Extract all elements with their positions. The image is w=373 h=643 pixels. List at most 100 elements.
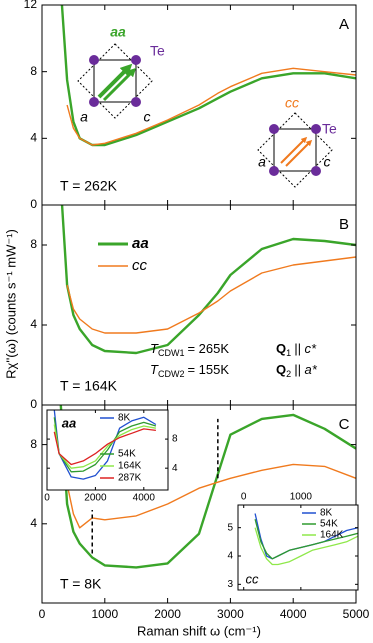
polarization-arrow <box>285 139 313 167</box>
te-atom <box>311 124 321 134</box>
subscript: 1 <box>286 348 291 358</box>
series-line <box>59 405 356 569</box>
cdw-wavevector: Q2 || a* <box>276 362 318 379</box>
subscript: CDW2 <box>158 369 185 379</box>
y-tick-label: 0 <box>30 197 37 211</box>
y-axis-label: Rχ''(ω) (counts s⁻¹ mW⁻¹) <box>3 229 18 379</box>
series-line <box>53 428 156 466</box>
x-tick-label: 5000 <box>343 607 370 621</box>
legend-label: 164K <box>320 530 344 541</box>
legend-label: 8K <box>118 413 131 424</box>
plot-frame <box>237 504 359 591</box>
value: || c* <box>294 341 317 356</box>
symbol: Q <box>276 341 286 356</box>
value: = 265K <box>187 341 229 356</box>
y-tick-label: 8 <box>30 437 37 451</box>
atom-label: Te <box>150 43 165 59</box>
y-tick-label: 8 <box>30 237 37 251</box>
y-tick-label: 8 <box>30 64 37 78</box>
axis-c-label: c <box>144 109 151 125</box>
inset-title: aa <box>62 415 76 430</box>
y-tick-label: 3 <box>227 579 233 590</box>
y-tick-label: 4 <box>227 551 233 562</box>
x-tick-label: 3000 <box>217 607 244 621</box>
series-line <box>254 519 358 560</box>
y-tick-label: 4 <box>30 131 37 145</box>
series-line <box>66 463 356 529</box>
cdw-annotation: TCDW1 = 265K Q1 || c* TCDW2 = 155K Q2 || a* <box>150 341 318 379</box>
temperature-annotation: T = 164K <box>60 378 118 394</box>
cdw-line: TCDW2 = 155K <box>150 362 229 379</box>
y-tick-label: 12 <box>24 0 38 11</box>
plot-area <box>254 513 358 566</box>
x-tick-label: 0 <box>241 492 247 503</box>
plot-area <box>59 405 356 569</box>
series-line <box>60 5 356 147</box>
unit-cell <box>93 59 137 103</box>
te-atom <box>311 166 321 176</box>
y-tick-label: 5 <box>227 522 233 533</box>
panel-label: A <box>339 16 349 33</box>
plot-area <box>60 205 356 355</box>
legend-label: cc <box>132 257 148 274</box>
y-tick-label: 4 <box>172 463 178 474</box>
legend-label: 8K <box>320 508 333 519</box>
axis-a-label: a <box>80 109 88 125</box>
diagram-title: cc <box>285 95 299 111</box>
subscript: CDW1 <box>158 348 185 358</box>
series-line <box>66 67 356 146</box>
polarization-arrow <box>97 63 133 99</box>
x-tick-label: 4000 <box>133 493 156 504</box>
value: || a* <box>294 362 318 377</box>
crystal-diagram-cc: cc Te a c <box>257 95 337 188</box>
x-tick-label: 1000 <box>91 607 118 621</box>
polarization-arrow <box>280 136 308 164</box>
value: = 155K <box>187 362 229 377</box>
series-line <box>60 205 356 355</box>
x-tick-label: 0 <box>39 607 46 621</box>
te-atom <box>131 55 141 65</box>
symbol: T <box>150 362 159 377</box>
x-tick-label: 4000 <box>280 607 307 621</box>
temperature-annotation: T = 8K <box>60 576 102 592</box>
polarization-arrow <box>102 67 137 102</box>
y-tick-label: 0 <box>30 397 37 411</box>
y-tick-label: 8 <box>172 434 178 445</box>
crystal-diagram-aa: aa Te a c <box>77 24 165 125</box>
temperature-annotation: T = 262K <box>60 178 118 194</box>
cdw-line: TCDW1 = 265K <box>150 341 229 358</box>
te-atom <box>89 97 99 107</box>
diagram-title: aa <box>110 24 126 40</box>
x-tick-label: 2000 <box>154 607 181 621</box>
x-axis-label: Raman shift ω (cm⁻¹) <box>137 623 261 638</box>
x-tick-label: 2000 <box>84 493 107 504</box>
inset-background <box>238 505 358 590</box>
series-line <box>254 527 358 566</box>
te-atom <box>131 97 141 107</box>
cdw-wavevector: Q1 || c* <box>276 341 317 358</box>
unit-cell <box>273 128 317 172</box>
legend-label: 164K <box>118 461 142 472</box>
diagonal-cell <box>77 43 153 119</box>
series-line <box>66 256 356 334</box>
atom-label: Te <box>322 121 337 137</box>
te-atom <box>89 55 99 65</box>
plot-frame <box>41 404 357 604</box>
y-tick-label: 4 <box>30 516 37 530</box>
series-line <box>53 410 157 480</box>
panel-label: B <box>339 216 349 233</box>
panel-label: C <box>339 416 350 433</box>
legend-label: aa <box>132 235 149 252</box>
legend-label: 54K <box>118 449 136 460</box>
plot-area <box>60 5 356 147</box>
te-atom <box>269 166 279 176</box>
subscript: 2 <box>286 369 291 379</box>
axis-c-label: c <box>324 154 331 170</box>
symbol: Q <box>276 362 286 377</box>
series-line <box>53 417 157 473</box>
diagonal-cell <box>257 112 333 188</box>
inset-title: cc <box>246 571 260 586</box>
symbol: T <box>150 341 159 356</box>
